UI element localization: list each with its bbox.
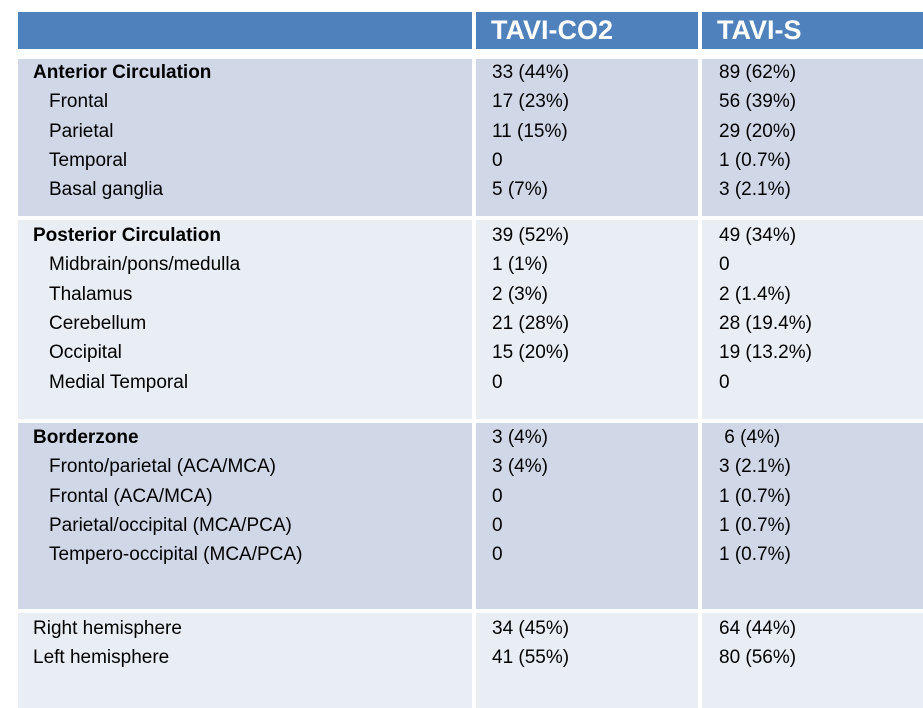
co2-value: 2 (3%) [492,283,548,305]
row-label: Parietal/occipital (MCA/PCA) [49,514,292,536]
header-tavi-s: TAVI-S [717,15,802,45]
row-label: Right hemisphere [33,618,182,639]
co2-cell: 33 (44%) 17 (23%) 11 (15%) 0 5 (7%) [476,59,698,216]
section-anterior: Anterior Circulation Frontal Parietal Te… [18,59,923,216]
s-value: 28 (19.4%) [719,312,812,334]
s-value: 3 (2.1%) [719,456,791,478]
header-cell-blank [18,12,472,49]
co2-cell: 3 (4%) 3 (4%) 0 0 0 [476,423,698,609]
section-hemisphere: Right hemisphere Left hemisphere 34 (45%… [18,613,923,708]
co2-value: 39 (52%) [492,225,570,246]
s-cell: 89 (62%) 56 (39%) 29 (20%) 1 (0.7%) 3 (2… [702,59,923,216]
header-cell-tavi-s: TAVI-S [702,12,923,49]
header-tavi-co2: TAVI-CO2 [491,15,614,45]
s-value: 64 (44%) [719,618,797,639]
co2-value: 0 [492,514,503,536]
label-cell: Anterior Circulation Frontal Parietal Te… [18,59,472,216]
row-label: Frontal (ACA/MCA) [49,485,213,507]
row-label: Occipital [49,342,122,364]
row-label: Fronto/parietal (ACA/MCA) [49,456,277,478]
co2-value: 1 (1%) [492,254,548,276]
label-cell: Borderzone Fronto/parietal (ACA/MCA) Fro… [18,423,472,609]
s-value: 49 (34%) [719,225,797,246]
co2-value: 33 (44%) [492,62,570,83]
co2-value: 5 (7%) [492,179,548,201]
s-value: 1 (0.7%) [719,544,791,566]
label-cell: Right hemisphere Left hemisphere [18,613,472,708]
row-label: Tempero-occipital (MCA/PCA) [49,544,303,566]
co2-value: 21 (28%) [492,312,570,334]
s-cell: 6 (4%) 3 (2.1%) 1 (0.7%) 1 (0.7%) 1 (0.7… [702,423,923,609]
row-label: Basal ganglia [49,179,164,201]
s-value: 1 (0.7%) [719,485,791,507]
row-label: Thalamus [49,283,133,305]
row-label: Frontal [49,91,109,113]
co2-value: 15 (20%) [492,342,570,364]
section-title: Posterior Circulation [33,225,221,246]
label-cell: Posterior Circulation Midbrain/pons/medu… [18,220,472,419]
s-value: 1 (0.7%) [719,149,791,171]
row-label: Left hemisphere [33,647,170,669]
section-title: Borderzone [33,427,139,448]
co2-value: 0 [492,371,503,393]
s-value: 89 (62%) [719,62,797,83]
s-value: 1 (0.7%) [719,514,791,536]
co2-value: 11 (15%) [492,120,568,142]
row-label: Cerebellum [49,312,147,334]
co2-value: 3 (4%) [492,456,548,478]
s-value: 19 (13.2%) [719,342,812,364]
row-label: Midbrain/pons/medulla [49,254,241,276]
s-value: 29 (20%) [719,120,797,142]
s-cell: 64 (44%) 80 (56%) [702,613,923,708]
s-value: 56 (39%) [719,91,797,113]
co2-value: 0 [492,149,503,171]
section-borderzone: Borderzone Fronto/parietal (ACA/MCA) Fro… [18,423,923,609]
co2-value: 41 (55%) [492,647,570,669]
co2-value: 0 [492,485,503,507]
s-value: 2 (1.4%) [719,283,791,305]
co2-value: 0 [492,544,503,566]
s-value: 6 (4%) [719,427,781,448]
section-title: Anterior Circulation [33,62,212,83]
co2-value: 34 (45%) [492,618,570,639]
row-label: Parietal [49,120,114,142]
s-value: 0 [719,371,730,393]
s-cell: 49 (34%) 0 2 (1.4%) 28 (19.4%) 19 (13.2%… [702,220,923,419]
s-value: 80 (56%) [719,647,797,669]
co2-cell: 39 (52%) 1 (1%) 2 (3%) 21 (28%) 15 (20%)… [476,220,698,419]
row-label: Temporal [49,149,128,171]
header-cell-tavi-co2: TAVI-CO2 [476,12,698,49]
co2-cell: 34 (45%) 41 (55%) [476,613,698,708]
section-posterior: Posterior Circulation Midbrain/pons/medu… [18,220,923,419]
row-label: Medial Temporal [49,371,189,393]
co2-value: 3 (4%) [492,427,548,448]
s-value: 3 (2.1%) [719,179,791,201]
co2-value: 17 (23%) [492,91,570,113]
s-value: 0 [719,254,730,276]
